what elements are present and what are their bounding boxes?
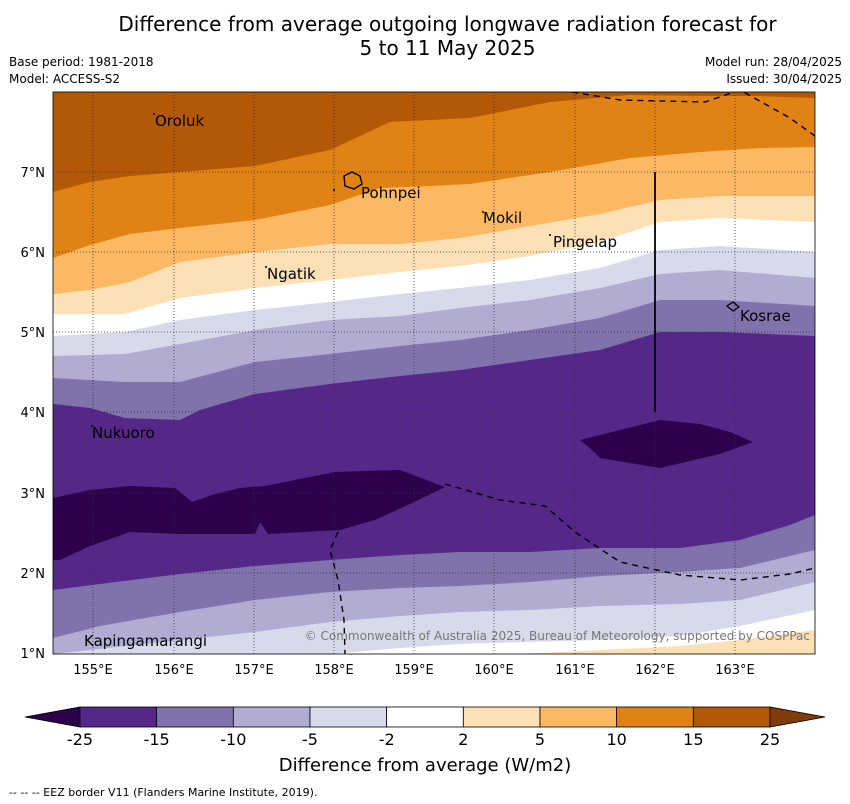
model-name: Model: ACCESS-S2	[9, 72, 121, 86]
lon-label: 159°E	[394, 663, 434, 678]
eez-borders	[329, 92, 815, 654]
model-run: Model run: 28/04/2025	[704, 55, 842, 69]
colorbar-segment	[309, 706, 388, 728]
label-pohnpei: Pohnpei	[361, 184, 421, 202]
label-kosrae: Kosrae	[740, 307, 791, 325]
colorbar-tick-label: -2	[379, 730, 395, 749]
colorbar-segment	[79, 706, 158, 728]
colorbar-segment	[462, 706, 541, 728]
lon-label: 161°E	[555, 663, 595, 678]
pocket-west	[53, 470, 445, 560]
label-pingelap: Pingelap	[553, 233, 617, 251]
lon-label: 157°E	[234, 663, 274, 678]
pohnpei-outline	[343, 171, 363, 190]
colorbar-tick-label: -5	[302, 730, 318, 749]
lon-label: 155°E	[73, 663, 113, 678]
band-south-neutral	[330, 610, 815, 654]
colorbar-tick-label: -10	[220, 730, 246, 749]
lat-label: 7°N	[21, 166, 46, 181]
colorbar-extend-max	[769, 706, 826, 728]
place-labels: Oroluk Pohnpei Mokil Pingelap Ngatik Kos…	[84, 112, 791, 650]
label-nukuoro: Nukuoro	[92, 424, 155, 442]
colorbar-extend-min	[24, 706, 81, 728]
longitude-axis: 155°E 156°E 157°E 158°E 159°E 160°E 161°…	[73, 663, 755, 678]
base-period: Base period: 1981-2018	[9, 55, 154, 69]
meta-right: Model run: 28/04/2025 Issued: 30/04/2025	[705, 54, 842, 88]
lat-label: 6°N	[21, 246, 46, 261]
colorbar-segment	[539, 706, 618, 728]
eez-legend-note: -- -- -- EEZ border V11 (Flanders Marine…	[9, 786, 318, 799]
lat-label: 1°N	[21, 647, 46, 662]
island-markers	[91, 113, 551, 427]
colorbar-tick-label: -15	[144, 730, 170, 749]
lon-label: 158°E	[314, 663, 354, 678]
colorbar-segment	[386, 706, 464, 728]
map-title: Difference from average outgoing longwav…	[0, 12, 850, 60]
lat-label: 5°N	[21, 326, 46, 341]
kosrae-outline	[725, 301, 741, 312]
lon-label: 162°E	[635, 663, 675, 678]
colorbar-tick-label: 10	[606, 730, 626, 749]
colorbar-tick-label: -25	[67, 730, 93, 749]
label-mokil: Mokil	[483, 209, 522, 227]
colorbar: -25 -15 -10 -5 -2 2 5 10 15 25	[24, 706, 826, 749]
band-south-pale	[53, 582, 815, 654]
colorbar-segment	[232, 706, 311, 728]
colorbar-tick-label: 25	[760, 730, 780, 749]
lat-label: 2°N	[21, 567, 46, 582]
map-field: Oroluk Pohnpei Mokil Pingelap Ngatik Kos…	[53, 92, 815, 654]
label-oroluk: Oroluk	[155, 112, 204, 130]
map-frame	[52, 91, 816, 655]
latitude-axis: 7°N 6°N 5°N 4°N 3°N 2°N 1°N	[21, 166, 46, 662]
colorbar-label: Difference from average (W/m2)	[278, 755, 572, 776]
lat-label: 4°N	[21, 406, 46, 421]
lat-label: 3°N	[21, 487, 46, 502]
label-kapingamarangi: Kapingamarangi	[84, 632, 207, 650]
colorbar-tick-label: 2	[458, 730, 468, 749]
lon-label: 163°E	[715, 663, 755, 678]
copyright-notice: © Commonwealth of Australia 2025, Bureau…	[305, 629, 810, 643]
label-ngatik: Ngatik	[267, 265, 316, 283]
title-line-1: Difference from average outgoing longwav…	[118, 12, 777, 36]
colorbar-segment	[692, 706, 771, 728]
issued-date: Issued: 30/04/2025	[726, 72, 842, 86]
colorbar-tick-label: 15	[683, 730, 703, 749]
lon-label: 160°E	[474, 663, 514, 678]
colorbar-segment	[156, 706, 234, 728]
pocket-east	[580, 420, 753, 468]
band-south-positive	[520, 630, 815, 654]
meta-left: Base period: 1981-2018 Model: ACCESS-S2	[9, 54, 154, 88]
colorbar-tick-label: 5	[535, 730, 545, 749]
lon-label: 156°E	[154, 663, 194, 678]
colorbar-segment	[616, 706, 694, 728]
title-line-2: 5 to 11 May 2025	[359, 36, 536, 60]
